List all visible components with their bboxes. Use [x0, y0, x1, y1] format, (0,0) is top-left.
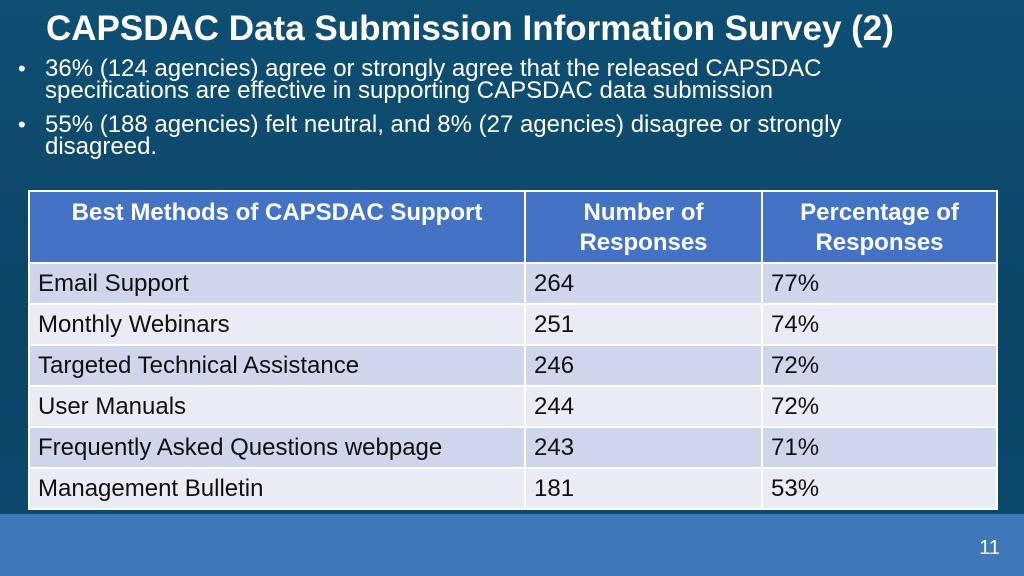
- percentage-cell: 74%: [761, 303, 998, 346]
- bullet-list: • 36% (124 agencies) agree or strongly a…: [18, 55, 898, 170]
- header-percentage: Percentage of Responses: [761, 190, 998, 264]
- method-cell: User Manuals: [28, 385, 526, 428]
- bullet-item: • 36% (124 agencies) agree or strongly a…: [18, 55, 898, 104]
- count-cell: 251: [524, 303, 763, 346]
- count-cell: 181: [524, 467, 763, 510]
- support-methods-table: Best Methods of CAPSDAC Support Number o…: [28, 190, 998, 510]
- table-header-row: Best Methods of CAPSDAC Support Number o…: [28, 190, 998, 264]
- count-cell: 243: [524, 426, 763, 469]
- bullet-text: 36% (124 agencies) agree or strongly agr…: [45, 55, 822, 104]
- method-cell: Management Bulletin: [28, 467, 526, 510]
- header-count: Number of Responses: [524, 190, 763, 264]
- table-row: Frequently Asked Questions webpage 243 7…: [28, 426, 998, 469]
- bullet-item: • 55% (188 agencies) felt neutral, and 8…: [18, 111, 898, 160]
- percentage-cell: 53%: [761, 467, 998, 510]
- method-cell: Frequently Asked Questions webpage: [28, 426, 526, 469]
- count-cell: 246: [524, 344, 763, 387]
- footer-bar: [0, 514, 1024, 576]
- percentage-cell: 77%: [761, 262, 998, 305]
- percentage-cell: 72%: [761, 385, 998, 428]
- page-number: 11: [979, 537, 1000, 559]
- count-cell: 244: [524, 385, 763, 428]
- bullet-dot-icon: •: [18, 112, 26, 137]
- table-row: Management Bulletin 181 53%: [28, 467, 998, 510]
- header-method: Best Methods of CAPSDAC Support: [28, 190, 526, 264]
- method-cell: Email Support: [28, 262, 526, 305]
- table-row: User Manuals 244 72%: [28, 385, 998, 428]
- table-row: Targeted Technical Assistance 246 72%: [28, 344, 998, 387]
- table-row: Email Support 264 77%: [28, 262, 998, 305]
- slide-title: CAPSDAC Data Submission Information Surv…: [46, 9, 894, 48]
- percentage-cell: 72%: [761, 344, 998, 387]
- bullet-text: 55% (188 agencies) felt neutral, and 8% …: [45, 111, 842, 160]
- method-cell: Monthly Webinars: [28, 303, 526, 346]
- table-row: Monthly Webinars 251 74%: [28, 303, 998, 346]
- percentage-cell: 71%: [761, 426, 998, 469]
- bullet-dot-icon: •: [18, 56, 26, 81]
- count-cell: 264: [524, 262, 763, 305]
- method-cell: Targeted Technical Assistance: [28, 344, 526, 387]
